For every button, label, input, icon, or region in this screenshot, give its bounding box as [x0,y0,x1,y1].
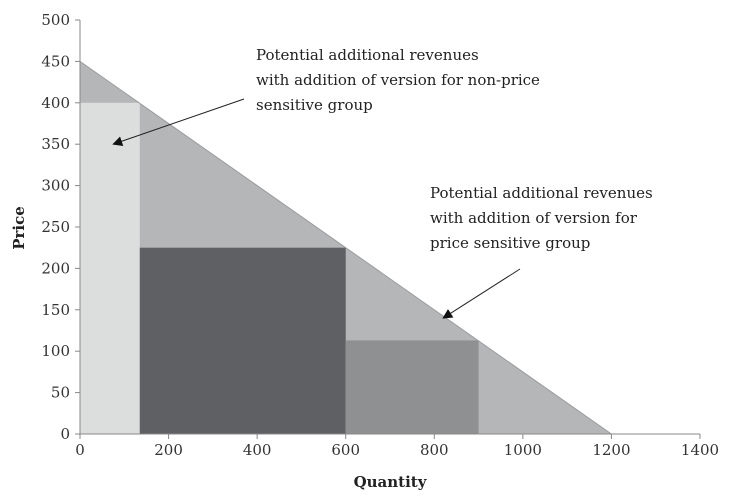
annotation-arrow-1 [112,98,245,146]
annotation-text-2: Potential additional revenues with additi… [430,184,653,252]
x-tick-label: 0 [75,441,85,459]
y-axis-title: Price [10,206,28,250]
y-tick-label: 50 [51,384,70,402]
x-tick-label: 1000 [504,441,542,459]
x-tick-label: 1200 [592,441,630,459]
x-tick-label: 600 [331,441,360,459]
annotation-line: with addition of version for non-price [256,71,540,89]
x-tick-label: 1400 [681,441,719,459]
y-tick-label: 450 [41,52,70,70]
annotation-arrow-2 [442,268,521,319]
y-tick-label: 300 [41,177,70,195]
annotation-line: Potential additional revenues [430,184,653,202]
annotation-line: sensitive group [256,96,373,114]
x-tick-label: 800 [420,441,449,459]
y-tick-label: 0 [60,425,70,443]
annotation-text-1: Potential additional revenues with additi… [256,46,540,114]
y-tick-label: 500 [41,11,70,29]
demand-curve-line [79,60,612,435]
y-tick-label: 350 [41,135,70,153]
x-axis-title: Quantity [354,473,428,491]
y-tick-label: 250 [41,218,70,236]
revenue-region-2 [139,247,346,434]
x-ticks: 0 200 400 600 800 1000 1200 1400 [75,434,719,459]
revenue-region-1 [80,102,140,435]
y-tick-label: 100 [41,342,70,360]
annotations: Potential additional revenues with additi… [112,46,653,319]
x-tick-label: 400 [243,441,272,459]
revenue-region-3 [345,340,479,434]
plot-area [79,60,612,435]
y-ticks: 0 50 100 150 200 250 300 350 400 450 500 [41,11,80,443]
annotation-line: price sensitive group [430,234,590,252]
y-tick-label: 150 [41,301,70,319]
annotation-line: Potential additional revenues [256,46,479,64]
y-tick-label: 400 [41,94,70,112]
y-tick-label: 200 [41,259,70,277]
x-tick-label: 200 [154,441,183,459]
annotation-line: with addition of version for [430,209,638,227]
